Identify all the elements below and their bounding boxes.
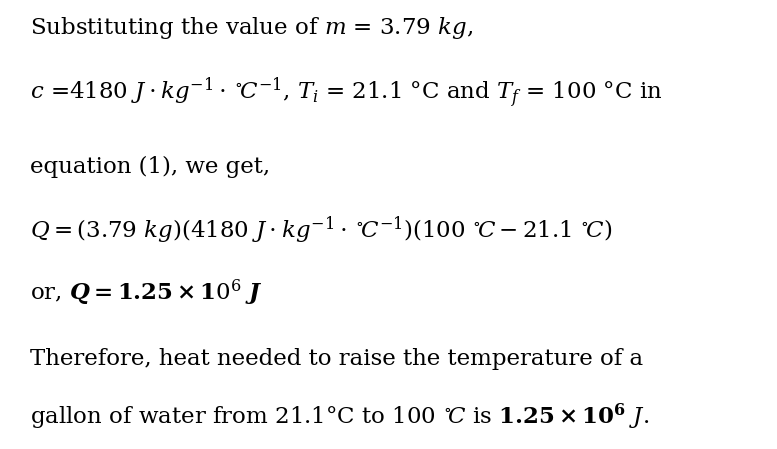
Text: Substituting the value of $m$ = 3.79 $kg$,: Substituting the value of $m$ = 3.79 $kg… — [30, 15, 472, 41]
Text: or, $\boldsymbol{Q = 1.25 \times 10^6\ J}$: or, $\boldsymbol{Q = 1.25 \times 10^6\ J… — [30, 277, 262, 308]
Text: Therefore, heat needed to raise the temperature of a: Therefore, heat needed to raise the temp… — [30, 348, 643, 370]
Text: $Q = (3.79\ kg)(4180\ J \cdot kg^{-1} \cdot\,{^{\circ}\!C^{-1}})(100\ {^{\circ}\: $Q = (3.79\ kg)(4180\ J \cdot kg^{-1} \c… — [30, 215, 611, 246]
Text: equation (1), we get,: equation (1), we get, — [30, 156, 270, 178]
Text: $c$ =4180 $J \cdot kg^{-1} \cdot\,{^{\circ}\!C^{-1}}$, $T_i$ = 21.1 °C and $T_f$: $c$ =4180 $J \cdot kg^{-1} \cdot\,{^{\ci… — [30, 75, 662, 110]
Text: gallon of water from 21.1°C to 100 ${^{\circ}\!C}$ is $\mathbf{1.25 \times 10^6}: gallon of water from 21.1°C to 100 ${^{\… — [30, 402, 649, 432]
